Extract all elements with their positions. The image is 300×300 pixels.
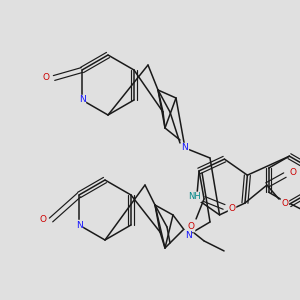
Text: O: O — [40, 215, 46, 224]
Text: O: O — [43, 74, 50, 82]
Text: O: O — [281, 199, 288, 208]
Text: N: N — [182, 143, 188, 152]
Text: N: N — [76, 220, 82, 230]
Text: NH: NH — [188, 192, 201, 201]
Text: N: N — [184, 230, 191, 239]
Text: O: O — [188, 222, 195, 231]
Text: N: N — [79, 95, 86, 104]
Text: O: O — [229, 204, 236, 213]
Text: O: O — [290, 168, 296, 177]
